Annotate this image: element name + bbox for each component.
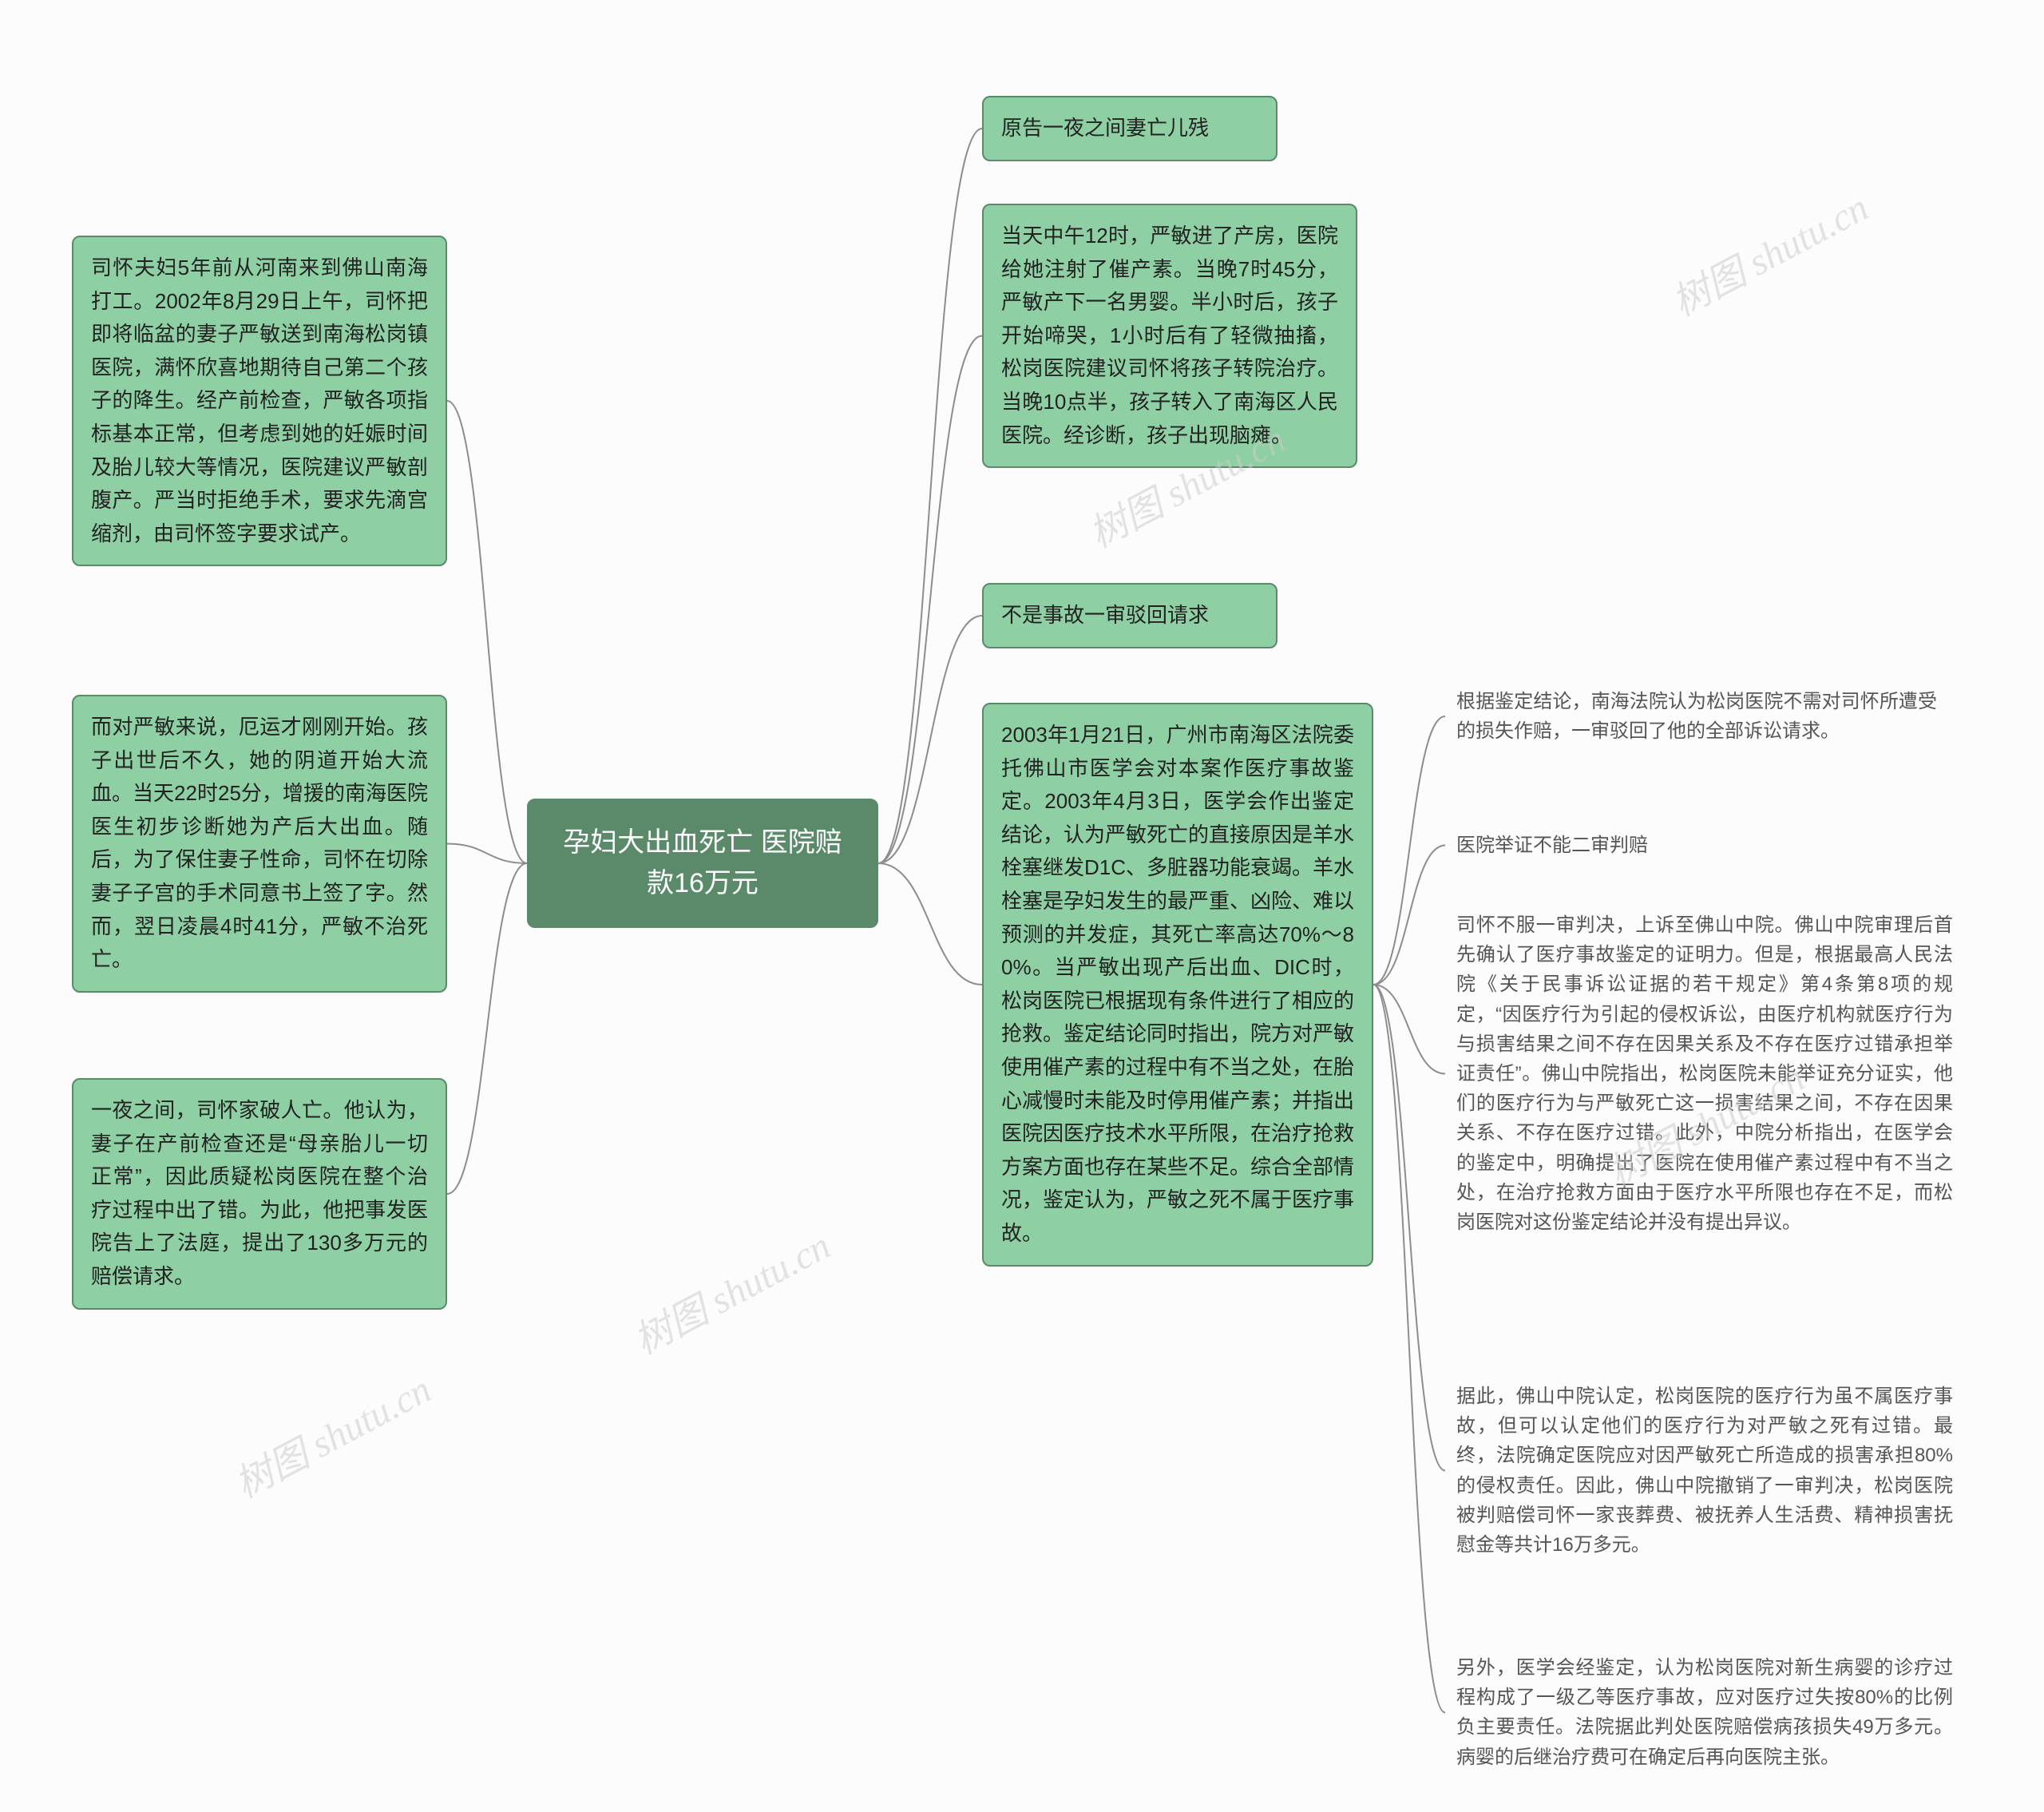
- leaf-node-4: 据此，佛山中院认定，松岗医院的医疗行为虽不属医疗事故，但可以认定他们的医疗行为对…: [1445, 1374, 1964, 1568]
- mindmap-canvas: 孕妇大出血死亡 医院赔款16万元 司怀夫妇5年前从河南来到佛山南海打工。2002…: [0, 0, 2044, 1812]
- leaf-node-3: 司怀不服一审判决，上诉至佛山中院。佛山中院审理后首先确认了医疗事故鉴定的证明力。…: [1445, 902, 1964, 1245]
- right-node-2: 当天中午12时，严敏进了产房，医院给她注射了催产素。当晚7时45分，严敏产下一名…: [982, 204, 1357, 468]
- leaf-node-5: 另外，医学会经鉴定，认为松岗医院对新生病婴的诊疗过程构成了一级乙等医疗事故，应对…: [1445, 1645, 1964, 1780]
- right-node-3: 不是事故一审驳回请求: [982, 583, 1278, 648]
- left-node-2: 而对严敏来说，厄运才刚刚开始。孩子出世后不久，她的阴道开始大流血。当天22时25…: [72, 695, 447, 993]
- left-node-3: 一夜之间，司怀家破人亡。他认为，妻子在产前检查还是“母亲胎儿一切正常”，因此质疑…: [72, 1078, 447, 1310]
- leaf-node-1: 根据鉴定结论，南海法院认为松岗医院不需对司怀所遭受的损失作赔，一审驳回了他的全部…: [1445, 679, 1948, 754]
- right-node-4: 2003年1月21日，广州市南海区法院委托佛山市医学会对本案作医疗事故鉴定。20…: [982, 703, 1373, 1267]
- watermark: 树图 shutu.cn: [223, 1358, 439, 1509]
- root-node: 孕妇大出血死亡 医院赔款16万元: [527, 799, 878, 928]
- watermark: 树图 shutu.cn: [622, 1215, 838, 1365]
- left-node-1: 司怀夫妇5年前从河南来到佛山南海打工。2002年8月29日上午，司怀把即将临盆的…: [72, 236, 447, 566]
- right-node-1: 原告一夜之间妻亡儿残: [982, 96, 1278, 161]
- watermark: 树图 shutu.cn: [1660, 176, 1876, 327]
- leaf-node-2: 医院举证不能二审判赔: [1445, 823, 1709, 868]
